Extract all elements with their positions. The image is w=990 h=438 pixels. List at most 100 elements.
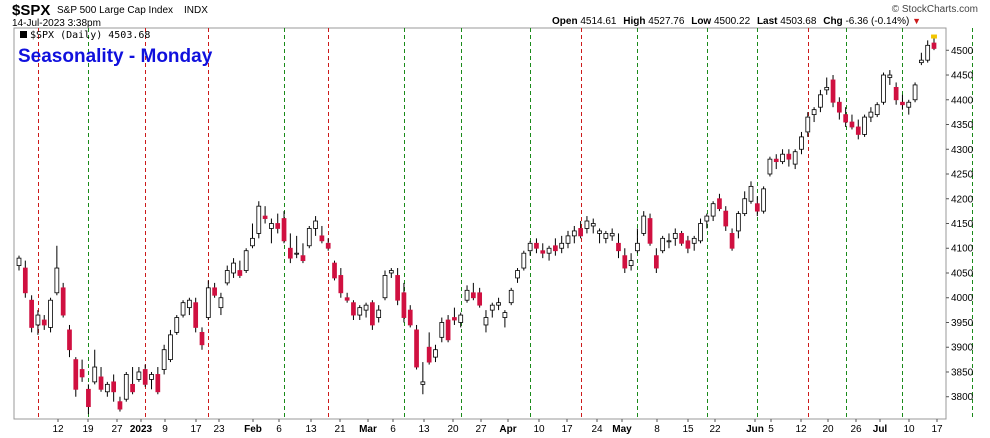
candle-body-up	[174, 317, 180, 333]
candle	[641, 211, 647, 236]
candle-body-down	[287, 247, 293, 259]
timestamp: 14-Jul-2023 3:38pm	[12, 18, 101, 29]
candle-body-up	[123, 374, 129, 400]
candle-body-down	[616, 242, 621, 252]
copyright: © StockCharts.com	[891, 4, 978, 15]
candle-body-up	[439, 322, 445, 338]
candle	[805, 112, 811, 137]
candle-body-up	[742, 198, 748, 215]
candle-body-up	[559, 242, 565, 249]
candle-body-up	[881, 74, 886, 103]
candle	[237, 260, 243, 278]
candle-body-up	[761, 188, 766, 212]
candle-body-up	[704, 215, 710, 222]
candle	[590, 218, 596, 234]
candle	[660, 235, 666, 254]
candle	[187, 297, 192, 316]
candle	[458, 312, 464, 328]
x-tick-label: 6	[390, 424, 396, 435]
chg-label: Chg	[823, 16, 843, 27]
y-tick-label: 3900	[951, 343, 974, 354]
candle	[540, 243, 546, 259]
candle	[622, 248, 628, 273]
x-tick-label: 24	[591, 424, 603, 435]
candle-body-up	[609, 232, 615, 237]
candle-body-up	[818, 94, 823, 108]
candle	[287, 233, 293, 264]
y-tick-label: 4500	[951, 46, 974, 57]
candle	[281, 211, 287, 244]
candle-body-down	[754, 203, 760, 212]
candle-body-up	[231, 262, 236, 274]
x-tick-label: May	[612, 424, 632, 435]
candle	[73, 357, 79, 397]
candle	[748, 181, 754, 204]
quote-bar: Open 4514.61 High 4527.76 Low 4500.22 La…	[552, 16, 921, 27]
candle	[54, 245, 60, 296]
candle-body-up	[748, 185, 754, 202]
candle	[294, 235, 300, 259]
x-tick-label: 26	[850, 424, 862, 435]
x-tick-label: 12	[52, 424, 64, 435]
candle-body-up	[187, 299, 192, 309]
symbol[interactable]: $SPX	[12, 2, 51, 19]
candle-body-down	[142, 369, 148, 385]
candle	[111, 374, 117, 402]
candle-body-up	[357, 307, 363, 316]
candle	[60, 282, 66, 318]
candle	[199, 327, 205, 350]
candle	[205, 280, 211, 321]
candle	[401, 282, 407, 323]
open-value: 4514.61	[580, 16, 617, 27]
candle	[906, 99, 912, 115]
candle-body-down	[130, 383, 135, 393]
candle	[565, 230, 571, 249]
candle-body-up	[224, 270, 230, 284]
candle-body-up	[736, 213, 741, 232]
candle	[306, 225, 312, 249]
candle	[502, 310, 508, 328]
x-tick-label: 2023	[130, 424, 153, 435]
low-label: Low	[691, 16, 712, 27]
candle-body-up	[483, 317, 489, 326]
candle-body-down	[281, 218, 287, 242]
candle	[584, 216, 590, 234]
candle-body-up	[388, 270, 394, 274]
x-tick-label: 22	[709, 424, 721, 435]
candle	[761, 186, 766, 214]
candle	[231, 258, 236, 278]
candle	[433, 344, 438, 363]
candle-body-up	[805, 116, 811, 133]
candle-body-up	[363, 304, 369, 311]
legend-swatch-icon	[20, 31, 27, 38]
candle-body-up	[168, 334, 173, 361]
x-tick-label: 27	[475, 424, 487, 435]
candle-body-up	[35, 314, 41, 326]
candle-body-up	[420, 381, 426, 385]
candle-body-up	[464, 289, 470, 301]
x-tick-label: 19	[82, 424, 94, 435]
candle	[332, 260, 337, 281]
candle-body-down	[338, 275, 344, 294]
legend-text: $SPX (Daily) 4503.68	[30, 30, 151, 41]
candle	[710, 201, 716, 222]
candle	[218, 292, 224, 316]
x-tick-label: 23	[213, 424, 225, 435]
candle	[464, 285, 470, 303]
candle	[250, 223, 255, 249]
candle-body-up	[149, 374, 154, 380]
candle	[862, 114, 867, 137]
candles	[16, 34, 937, 415]
candle-body-up	[161, 349, 167, 370]
candle-body-down	[73, 359, 79, 390]
candle-body-up	[502, 312, 508, 318]
candle-body-up	[590, 223, 596, 227]
candle-body-down	[553, 245, 558, 252]
candle-body-up	[874, 104, 880, 116]
candle	[546, 245, 552, 261]
candle	[653, 248, 659, 273]
candle	[256, 201, 262, 239]
candle-body-up	[376, 309, 382, 318]
